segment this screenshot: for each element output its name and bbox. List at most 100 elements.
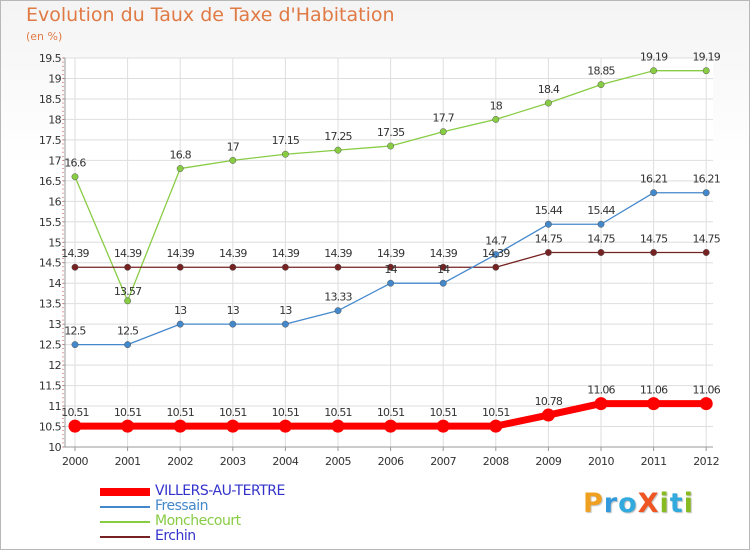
data-point [439,263,447,271]
data-point [68,419,82,433]
data-label: 10.51 [219,406,247,419]
x-tick-label: 2010 [588,455,614,468]
data-label: 15.44 [587,204,615,217]
data-point [176,263,184,271]
data-labels: 16.6 13.57 16.8 17 17.15 17.25 17.35 17.7 18 18.4… [61,51,721,419]
data-point [492,263,500,271]
data-point [124,297,132,305]
x-tick-label: 2011 [641,455,667,468]
data-point [594,397,608,411]
data-label: 16.21 [692,173,720,186]
y-tick-label: 17 [48,154,61,167]
data-point [71,263,79,271]
data-label: 18.85 [587,65,615,78]
x-tick-label: 2001 [115,455,141,468]
data-label: 11.06 [640,384,668,397]
data-label: 13 [279,304,292,317]
logo-letter: r [603,488,619,519]
data-label: 12.5 [117,325,139,338]
x-tick-label: 2003 [220,455,246,468]
proxiti-logo: ProXiti [583,488,694,519]
y-tick-label: 13 [48,318,61,331]
y-tick-label: 13.5 [39,298,62,311]
data-label: 14 [437,263,450,276]
data-point [281,320,289,328]
y-tick-label: 14.5 [39,257,62,270]
data-label: 14.75 [535,233,563,246]
x-tick-label: 2009 [535,455,561,468]
data-point [334,263,342,271]
data-point [229,320,237,328]
data-point [650,249,658,256]
logo-letter: X [637,488,660,519]
chart-subtitle: (en %) [26,30,63,43]
data-point [544,249,552,256]
data-label: 10.51 [272,406,300,419]
x-tick-label: 2005 [325,455,351,468]
y-tick-label: 17.5 [39,134,62,147]
data-label: 19.19 [640,51,668,64]
data-label: 14.39 [166,247,194,260]
data-label: 13.57 [114,285,142,298]
legend-swatch [100,488,150,496]
logo-letter: i [659,488,670,519]
y-tick-label: 12.5 [39,339,62,352]
data-point [71,341,79,349]
logo-letter: t [669,488,684,519]
x-tick-label: 2008 [483,455,509,468]
data-point [541,408,555,422]
data-point [492,251,500,258]
data-point [176,165,184,173]
y-tick-label: 18.5 [39,93,62,106]
data-point [702,189,710,197]
data-label: 17.7 [433,112,455,125]
chart-title: Evolution du Taux de Taxe d'Habitation [26,4,395,26]
data-point [226,419,240,433]
data-label: 18.4 [538,83,560,96]
data-label: 10.51 [166,406,194,419]
data-point [387,263,395,271]
data-label: 16.8 [170,149,192,162]
x-tick-label: 2004 [272,455,298,468]
y-tick-label: 19.5 [39,52,62,65]
data-label: 14.39 [482,247,510,260]
legend-label: VILLERS-AU-TERTRE [155,483,285,499]
data-point [281,150,289,158]
data-point [229,156,237,164]
data-label: 13.33 [324,291,352,304]
data-label: 17.15 [272,134,300,147]
x-tick-label: 2012 [693,455,719,468]
data-point [436,419,450,433]
data-label: 17 [227,140,240,153]
data-point [650,189,658,197]
data-label: 14.39 [324,247,352,260]
data-label: 12.5 [64,325,86,338]
data-label: 19.19 [692,51,720,64]
y-tick-label: 16.5 [39,175,62,188]
data-point [597,220,605,228]
data-label: 16.6 [64,157,86,170]
legend-swatch [100,536,150,538]
data-point [124,263,132,271]
data-label: 10.51 [377,406,405,419]
data-label: 11.06 [692,384,720,397]
data-label: 10.51 [114,406,142,419]
data-point [647,397,661,411]
data-label: 14.75 [692,233,720,246]
logo-letter: o [618,488,638,519]
data-point [544,99,552,107]
data-label: 14.39 [219,247,247,260]
data-point [439,279,447,287]
data-point [278,419,292,433]
data-point [489,419,503,433]
data-label: 10.51 [429,406,457,419]
logo-letter: i [683,488,694,519]
data-point [121,419,135,433]
logo-letter: P [583,488,604,519]
data-label: 14.75 [640,233,668,246]
data-label: 14.39 [272,247,300,260]
legend-label: Erchin [155,528,196,544]
y-tick-label: 10.5 [39,421,62,434]
legend-swatch [100,521,150,523]
data-label: 10.51 [324,406,352,419]
